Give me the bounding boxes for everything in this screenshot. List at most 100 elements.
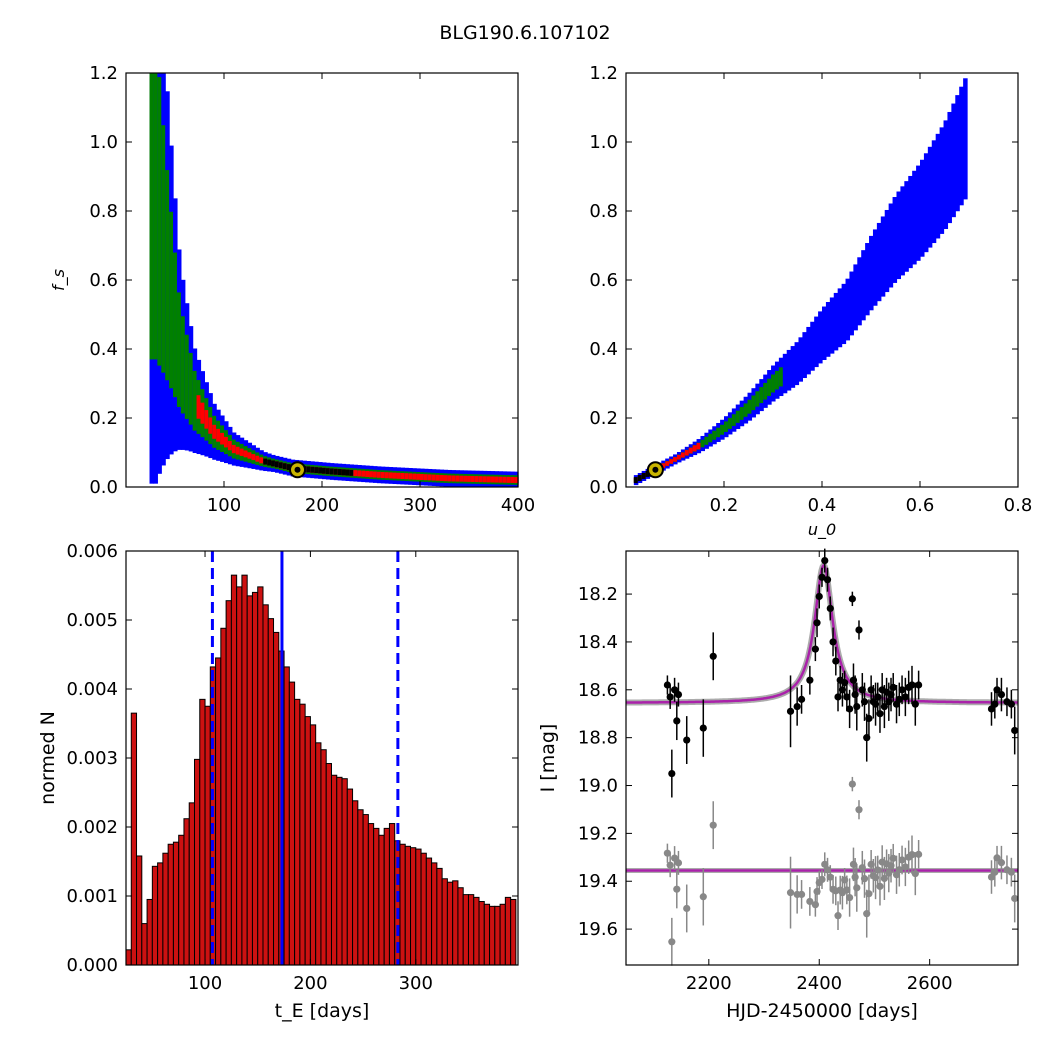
histogram-bar [462,894,469,966]
heatmap-cell [176,292,182,407]
heatmap-cell [712,430,717,440]
heatmap-cell [204,410,209,429]
heatmap-cell [251,454,256,461]
heatmap-cell [943,120,949,230]
heatmap-cell [408,473,413,480]
residual-point [811,901,819,909]
heatmap-cell [904,181,909,272]
y-tick-label: 1.0 [89,132,118,153]
histogram-bar [346,788,354,966]
heatmap-cell [786,349,792,391]
heatmap-cell [798,337,803,382]
data-point [674,690,683,699]
heatmap-cell [396,472,401,479]
residual-point [851,873,859,881]
histogram-bar [172,841,180,966]
y-tick-label: 0.005 [66,610,118,631]
x-tick-label: 400 [501,495,535,516]
histogram-bar [399,843,406,966]
heatmap-cell [751,395,756,411]
histogram-bar [183,818,190,966]
heatmap-cell [872,229,878,306]
heatmap-cell [759,387,764,404]
histogram-bar [425,857,433,966]
heatmap-cell [392,472,398,479]
heatmap-cell [353,470,358,477]
heatmap-cell [184,334,190,419]
heatmap-cell [641,472,647,479]
heatmap-cell [455,475,460,482]
heatmap-cell [669,459,674,464]
data-point [832,657,840,665]
heatmap-cell [869,235,874,311]
heatmap-cell [173,252,178,398]
histogram-bar [315,742,322,966]
heatmap-cell [239,448,245,456]
histogram-bar [352,800,359,966]
histogram-bar [489,905,496,966]
heatmap-cell [498,476,503,483]
heatmap-cell [684,450,690,456]
heatmap-cell [825,301,831,357]
data-point [818,573,826,581]
y-tick-label: 18.8 [578,728,618,749]
histogram-bar [436,867,443,966]
heatmap-cell [490,476,496,483]
y-tick-label: 1.2 [89,63,118,84]
heatmap-cell [325,468,331,475]
histogram-bar [378,834,385,966]
histogram-bar [309,724,317,966]
heatmap-cell [224,436,229,448]
data-point [865,714,873,723]
y-axis-label: f_s [49,269,69,291]
data-point [915,681,923,689]
residual-point [699,893,707,901]
heatmap-cell [188,352,194,425]
histogram-bar [167,843,174,966]
y-tick-label: 0.003 [66,748,118,769]
heatmap-cell [322,467,327,474]
histogram-bar [452,880,459,966]
data-point [895,695,903,703]
heatmap-cell [739,407,745,420]
histogram-bar [283,666,290,966]
residual-point [853,884,861,892]
heatmap-cell [794,342,800,386]
heatmap-cell [192,370,198,431]
histogram-bar [157,862,164,966]
y-tick-label: 0.0 [589,477,618,498]
x-tick-label: 0.6 [906,495,935,516]
heatmap-cell [431,474,437,481]
heatmap-cell [778,367,784,387]
residual-point [860,875,869,883]
heatmap-cell [149,73,155,360]
data-point [806,676,814,684]
y-tick-label: 0.6 [589,270,618,291]
histogram-bar [467,894,475,966]
heatmap-cell [661,463,666,468]
heatmap-cell [380,472,386,479]
heatmap-cell [724,421,729,432]
histogram-bar [251,591,259,966]
heatmap-cell [333,468,339,475]
histogram-bar [273,631,280,966]
heatmap-cells [149,73,519,487]
heatmap-cell [361,470,366,477]
heatmap-cell [235,446,241,455]
y-tick-label: 0.8 [589,201,618,222]
heatmap-cell [341,469,347,476]
residual-point [797,890,806,899]
heatmap-cell [763,382,768,400]
residual-points [663,776,1019,966]
heatmap-cell [502,476,507,483]
residual-point [901,863,909,871]
heatmap-cell [318,467,323,474]
histogram-bar [304,716,311,966]
heatmap-cell [731,414,737,426]
data-point [834,693,842,701]
histogram-bar [125,949,132,966]
residual-point [666,861,674,869]
heatmap-cell [716,427,721,438]
heatmap-cell [357,470,362,477]
y-tick-label: 19.0 [578,776,618,797]
